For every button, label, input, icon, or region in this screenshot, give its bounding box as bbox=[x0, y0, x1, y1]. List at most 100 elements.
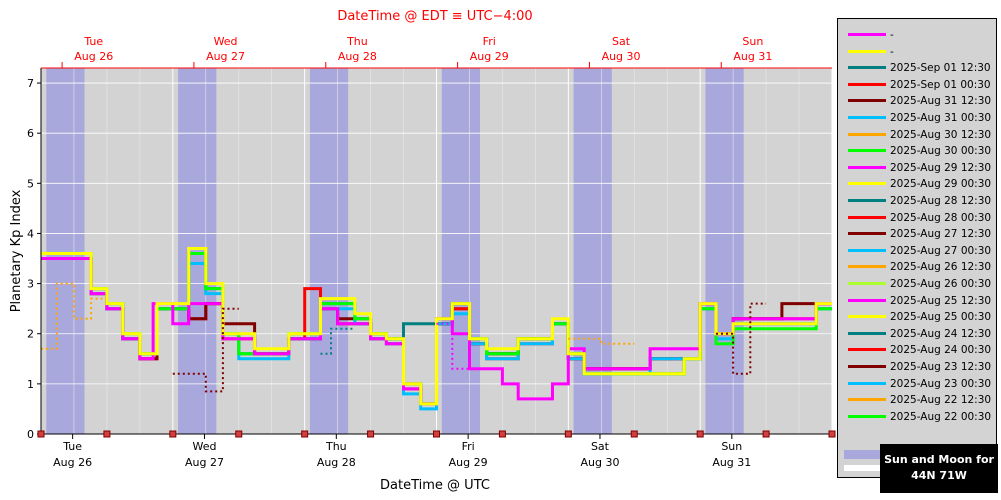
top-tick-label-day: Sun bbox=[742, 35, 763, 48]
legend-swatch bbox=[848, 298, 886, 302]
legend-item: 2025-Aug 27 12:30 bbox=[838, 226, 998, 242]
legend-swatch bbox=[848, 265, 886, 269]
legend-label: 2025-Aug 26 12:30 bbox=[890, 261, 992, 274]
plot-area: 0 1 2 3 4 5 6 7 Tue Aug 26 Wed Aug 27 Thu Aug 28 Fri Au… bbox=[27, 35, 836, 469]
legend-item: 2025-Aug 29 00:30 bbox=[838, 176, 998, 192]
time-marker bbox=[367, 430, 375, 438]
top-tick-label-day: Wed bbox=[214, 35, 238, 48]
top-tick-label-day: Sat bbox=[612, 35, 631, 48]
time-marker bbox=[630, 430, 638, 438]
time-marker bbox=[103, 430, 111, 438]
legend-label: 2025-Aug 25 12:30 bbox=[890, 294, 992, 307]
sun-moon-label: Sun and Moon for bbox=[884, 453, 994, 466]
legend-item: 2025-Aug 22 12:30 bbox=[838, 392, 998, 408]
location-label: 44N 71W bbox=[911, 469, 967, 482]
night-band bbox=[573, 68, 612, 434]
legend-label: 2025-Aug 28 12:30 bbox=[890, 195, 992, 207]
legend-swatch bbox=[848, 49, 886, 53]
x-tick-label-day: Sat bbox=[591, 440, 610, 453]
legend-item: 2025-Aug 23 00:30 bbox=[838, 376, 998, 392]
top-tick-label-day: Thu bbox=[346, 35, 368, 48]
legend-swatch bbox=[848, 82, 886, 86]
y-tick-label: 5 bbox=[27, 177, 34, 190]
legend-label: 2025-Sep 01 12:30 bbox=[890, 62, 991, 75]
time-marker bbox=[498, 430, 506, 438]
x-tick-label-day: Thu bbox=[325, 440, 347, 453]
x-tick-label-date: Aug 27 bbox=[185, 456, 224, 469]
night-band bbox=[705, 68, 744, 434]
legend-item: 2025-Aug 30 00:30 bbox=[838, 143, 998, 159]
legend-item: 2025-Aug 31 12:30 bbox=[838, 93, 998, 109]
legend-label: 2025-Aug 25 00:30 bbox=[890, 311, 992, 324]
legend-item: 2025-Aug 31 00:30 bbox=[838, 110, 998, 126]
x-tick-label-day: Fri bbox=[462, 440, 475, 453]
legend-swatch bbox=[848, 66, 886, 70]
legend-item: 2025-Aug 29 12:30 bbox=[838, 160, 998, 176]
day-key bbox=[844, 465, 880, 471]
legend-item: 2025-Aug 24 00:30 bbox=[838, 342, 998, 358]
legend-swatch bbox=[848, 398, 886, 402]
top-tick-label-date: Aug 28 bbox=[338, 50, 377, 63]
legend-item: 2025-Aug 25 00:30 bbox=[838, 309, 998, 325]
legend-label: 2025-Aug 24 12:30 bbox=[890, 327, 992, 340]
time-marker bbox=[564, 430, 572, 438]
legend-swatch bbox=[848, 248, 886, 252]
legend-swatch bbox=[848, 33, 886, 36]
top-tick-label-date: Aug 27 bbox=[206, 50, 245, 63]
top-tick-label-date: Aug 26 bbox=[74, 50, 113, 63]
legend-item: 2025-Aug 28 00:30 bbox=[838, 210, 998, 226]
legend-item: 2025-Aug 27 00:30 bbox=[838, 243, 998, 259]
legend-label: 2025-Aug 28 00:30 bbox=[890, 211, 992, 224]
legend-label: 2025-Aug 30 00:30 bbox=[890, 145, 992, 158]
chart-title: DateTime @ EDT ≡ UTC−4:00 bbox=[337, 9, 532, 24]
night-band bbox=[178, 68, 217, 434]
series-line bbox=[41, 282, 107, 350]
legend-item: - bbox=[838, 27, 998, 43]
x-tick-label-day: Wed bbox=[192, 440, 216, 453]
legend-label: - bbox=[890, 29, 894, 41]
legend-item: 2025-Aug 26 12:30 bbox=[838, 259, 998, 275]
legend-label: - bbox=[890, 45, 894, 58]
legend-label: 2025-Aug 27 00:30 bbox=[890, 244, 992, 257]
series-line bbox=[41, 247, 832, 406]
sun-moon-box: Sun and Moon for 44N 71W bbox=[880, 444, 998, 493]
top-tick-label-day: Fri bbox=[483, 35, 496, 48]
legend-swatch bbox=[848, 232, 886, 236]
y-tick-label: 6 bbox=[27, 127, 34, 140]
legend-item: 2025-Aug 23 12:30 bbox=[838, 359, 998, 375]
y-tick-label: 1 bbox=[27, 378, 34, 391]
x-tick-label-date: Aug 29 bbox=[449, 456, 488, 469]
legend-swatch bbox=[848, 182, 886, 186]
y-axis-label: Planetary Kp Index bbox=[9, 189, 24, 312]
series-line bbox=[568, 337, 635, 345]
legend-item: 2025-Aug 30 12:30 bbox=[838, 127, 998, 143]
legend-item: 2025-Aug 28 12:30 bbox=[838, 193, 998, 209]
y-tick-label: 2 bbox=[27, 328, 34, 341]
legend-label: 2025-Sep 01 00:30 bbox=[890, 78, 991, 91]
legend-label: 2025-Aug 26 00:30 bbox=[890, 278, 992, 290]
legend-swatch bbox=[848, 315, 886, 319]
top-tick-label-date: Aug 31 bbox=[733, 50, 772, 63]
time-marker bbox=[301, 430, 309, 438]
legend-label: 2025-Aug 29 12:30 bbox=[890, 161, 992, 174]
legend-label: 2025-Aug 31 12:30 bbox=[890, 95, 992, 108]
legend-swatch bbox=[848, 331, 886, 335]
legend-label: 2025-Aug 23 00:30 bbox=[890, 377, 992, 390]
legend-swatch bbox=[848, 199, 886, 202]
legend-swatch bbox=[848, 282, 886, 285]
legend-item: 2025-Aug 24 12:30 bbox=[838, 326, 998, 342]
legend: - - 2025-Sep 01 12:30 2025-Sep 01 00:30 2025… bbox=[837, 18, 997, 478]
legend-label: 2025-Aug 27 12:30 bbox=[890, 228, 992, 241]
y-tick-label: 7 bbox=[27, 77, 34, 90]
legend-item: 2025-Aug 26 00:30 bbox=[838, 276, 998, 292]
x-tick-label-date: Aug 30 bbox=[580, 456, 619, 469]
series-line bbox=[716, 302, 767, 375]
legend-item: - bbox=[838, 44, 998, 60]
legend-label: 2025-Aug 30 12:30 bbox=[890, 128, 992, 141]
legend-label: 2025-Aug 22 12:30 bbox=[890, 394, 992, 407]
top-tick-label-date: Aug 30 bbox=[602, 50, 641, 63]
legend-item: 2025-Sep 01 12:30 bbox=[838, 60, 998, 76]
time-marker bbox=[762, 430, 770, 438]
legend-item: 2025-Aug 25 12:30 bbox=[838, 293, 998, 309]
